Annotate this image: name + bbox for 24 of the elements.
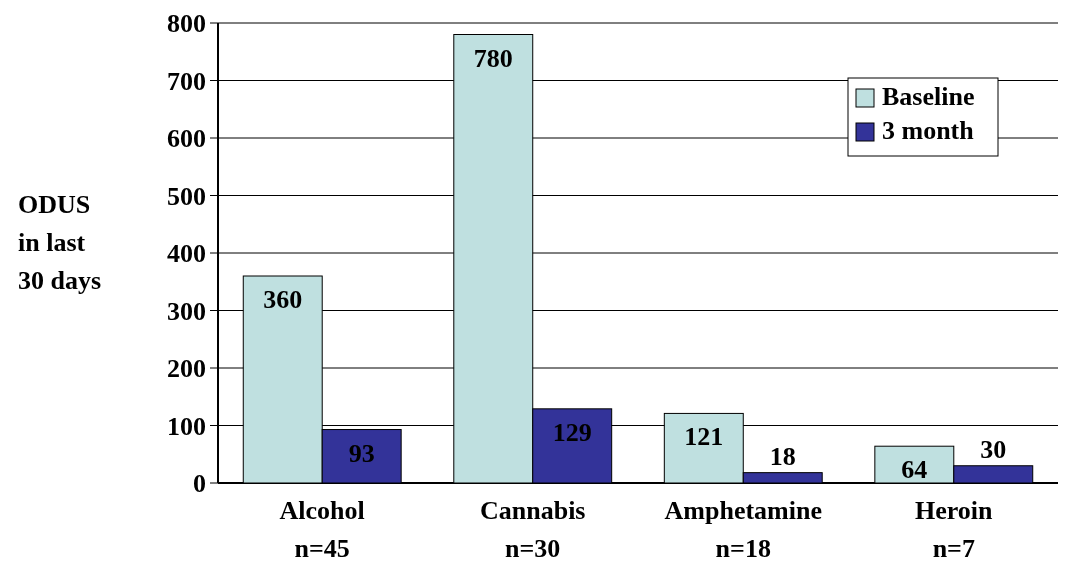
x-tick-label: Cannabis n=30 [479,496,586,563]
y-tick-label: 400 [167,239,206,268]
data-label: 780 [473,43,513,73]
y-tick-label: 200 [167,354,206,383]
data-label: 93 [348,438,375,468]
data-label: 64 [901,455,928,485]
data-label: 360 [263,285,303,314]
x-tick-label: Amphetamine n=18 [664,496,822,563]
data-label: 121 [684,422,724,452]
legend-label: Baseline [882,82,975,111]
data-label: 30 [980,434,1007,464]
y-tick-label: 800 [167,9,206,38]
y-tick-label: 100 [167,411,206,441]
data-label: 18 [769,441,796,471]
data-label: 129 [552,417,592,447]
legend-label: 3 month [882,116,975,145]
x-tick-label: Heroin n=7 [915,496,994,563]
y-tick-label: 600 [167,124,206,153]
y-tick-label: 700 [167,66,206,96]
y-tick-label: 0 [193,469,206,498]
y-tick-label: 300 [167,296,206,326]
y-tick-label: 500 [167,181,206,211]
x-tick-label: Alcohol n=45 [279,496,365,563]
y-axis-title: ODUS in last 30 days [18,190,102,295]
